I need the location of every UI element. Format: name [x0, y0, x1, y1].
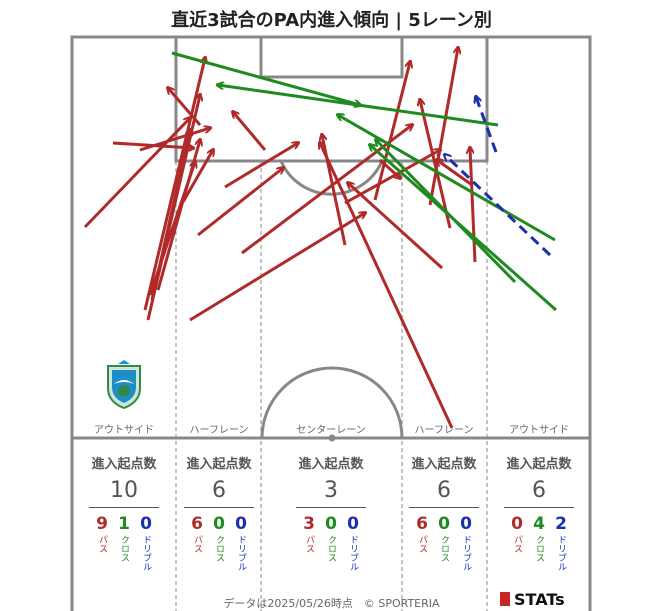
pass-arrow [83, 118, 190, 229]
dribble-arrow [476, 97, 498, 153]
pass-count: 3 [303, 514, 315, 534]
dribble-arrows [445, 97, 552, 257]
lane-label-halfspace-left: ハーフレーン [189, 425, 249, 436]
pass-count: 6 [416, 514, 428, 534]
dribble-label: ドリブル [236, 535, 246, 571]
pass-arrow [344, 150, 440, 205]
cross-count: 4 [533, 514, 545, 534]
lane-separators [175, 161, 488, 611]
lane-stats-halfspace-left: 進入起点数 6 6 パス 0 クロス 0 ドリブル [169, 440, 269, 600]
pass-arrow [139, 128, 210, 152]
lane-stat-total: 3 [324, 478, 338, 503]
pass-arrow [320, 143, 454, 429]
cross-label: クロス [439, 535, 449, 562]
pass-arrow [168, 88, 202, 126]
lane-label-halfspace-right: ハーフレーン [414, 425, 474, 436]
brand-mark-icon [500, 592, 510, 606]
club-crest-logo [107, 360, 141, 410]
pass-arrow [348, 183, 444, 270]
pass-arrow [148, 162, 195, 296]
pass-label: パス [304, 535, 314, 553]
pass-arrow [233, 112, 267, 151]
pass-count: 0 [511, 514, 523, 534]
brand-name: STATs [514, 590, 565, 609]
page-title: 直近3試合のPA内進入傾向 | 5レーン別 [171, 10, 492, 31]
lane-label-outside-left: アウトサイド [94, 425, 154, 436]
pass-arrow [378, 158, 400, 178]
lane-stat-total: 6 [532, 478, 546, 503]
dribble-count: 0 [140, 514, 152, 534]
cross-count: 1 [118, 514, 130, 534]
pass-arrows [83, 48, 477, 429]
pass-arrow [181, 150, 213, 203]
dribble-label: ドリブル [556, 535, 566, 571]
lane-stats-halfspace-right: 進入起点数 6 6 パス 0 クロス 0 ドリブル [394, 440, 494, 600]
lane-stat-header: 進入起点数 [411, 457, 477, 472]
dribble-count: 0 [235, 514, 247, 534]
cross-count: 0 [325, 514, 337, 534]
pass-arrow [189, 213, 365, 322]
lane-stat-header: 進入起点数 [186, 457, 252, 472]
dribble-count: 0 [460, 514, 472, 534]
lane-stat-total: 10 [110, 478, 138, 503]
pass-arrow [437, 160, 473, 187]
pass-label: パス [192, 535, 202, 553]
pass-arrow [470, 148, 477, 263]
pass-label: パス [512, 535, 522, 553]
lane-stat-header: 進入起点数 [506, 457, 572, 472]
lane-label-center: センターレーン [296, 425, 366, 436]
cross-count: 0 [438, 514, 450, 534]
brand-logo: STATs [500, 590, 565, 609]
cross-arrow [171, 51, 360, 105]
cross-count: 0 [213, 514, 225, 534]
lane-label-outside-right: アウトサイド [509, 425, 569, 436]
cross-label: クロス [214, 535, 224, 562]
cross-arrow [376, 140, 517, 284]
cross-arrows [171, 51, 557, 312]
cross-label: クロス [534, 535, 544, 562]
pass-label: パス [417, 535, 427, 553]
dribble-count: 2 [555, 514, 567, 534]
lane-stats-center: 進入起点数 3 3 パス 0 クロス 0 ドリブル [281, 440, 381, 600]
dribble-arrow [445, 155, 552, 257]
pass-count: 9 [96, 514, 108, 534]
cross-label: クロス [119, 535, 129, 562]
pass-arrow [224, 143, 298, 189]
lane-stat-total: 6 [437, 478, 451, 503]
penalty-arc [279, 160, 384, 196]
pass-label: パス [97, 535, 107, 553]
lane-stat-total: 6 [212, 478, 226, 503]
lane-stat-header: 進入起点数 [298, 457, 364, 472]
lane-stats-outside-right: 進入起点数 6 0 パス 4 クロス 2 ドリブル [489, 440, 589, 600]
goal-area [259, 35, 404, 79]
pass-arrow [197, 168, 283, 237]
dribble-label: ドリブル [461, 535, 471, 571]
pass-arrow [373, 62, 410, 201]
cross-arrow [338, 115, 556, 242]
pass-count: 6 [191, 514, 203, 534]
dribble-count: 0 [347, 514, 359, 534]
footer-credit: データは2025/05/26時点 © SPORTERIA [223, 597, 440, 610]
lane-stat-header: 進入起点数 [91, 457, 157, 472]
dribble-label: ドリブル [348, 535, 358, 571]
center-circle [260, 366, 404, 439]
center-spot [328, 434, 336, 442]
pitch-lines [70, 35, 592, 611]
pass-arrow [143, 58, 205, 311]
cross-label: クロス [326, 535, 336, 562]
pass-arrow [428, 48, 458, 206]
dribble-label: ドリブル [141, 535, 151, 571]
lane-stats-outside-left: 進入起点数 10 9 パス 1 クロス 0 ドリブル [74, 440, 174, 600]
